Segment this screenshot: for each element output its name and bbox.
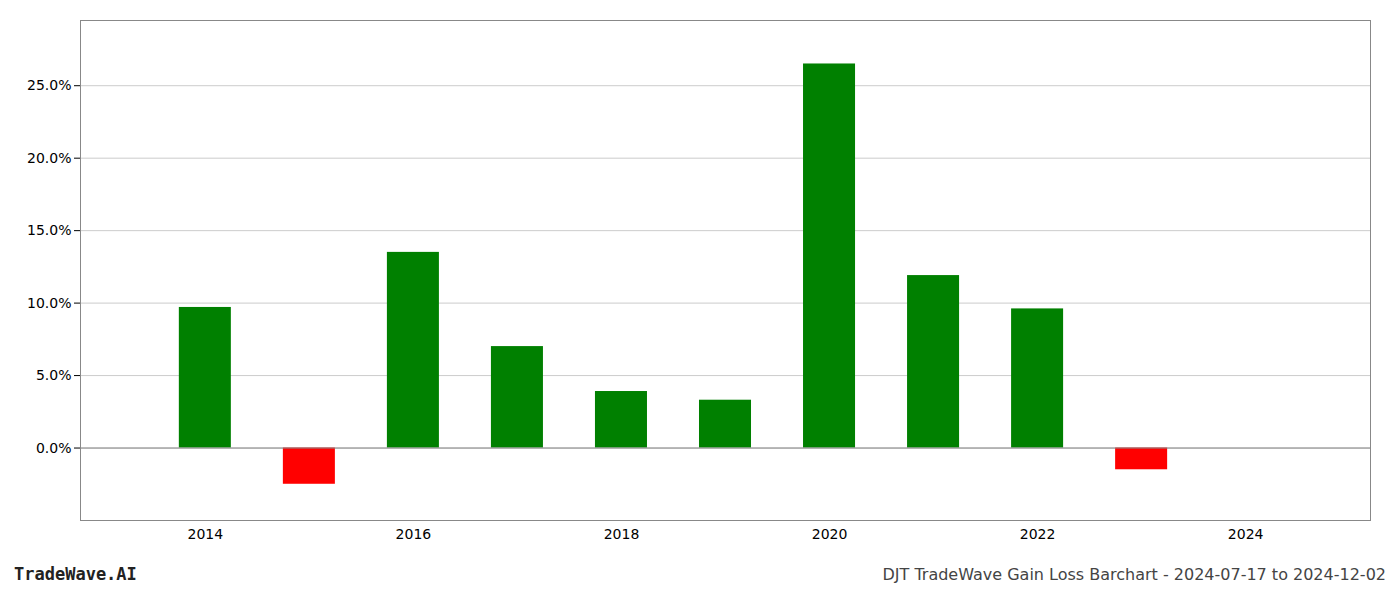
svg-text:10.0%: 10.0% [27, 295, 71, 311]
svg-text:25.0%: 25.0% [27, 77, 71, 93]
svg-text:2018: 2018 [604, 526, 640, 542]
svg-text:2020: 2020 [812, 526, 848, 542]
svg-text:20.0%: 20.0% [27, 150, 71, 166]
html-text:TradeWave.AI: TradeWave.AI [14, 564, 137, 584]
svg-text:2016: 2016 [396, 526, 432, 542]
svg-text:2014: 2014 [188, 526, 224, 542]
html-text:DJT TradeWave Gain Loss Barcha: DJT TradeWave Gain Loss Barchart - 2024-… [882, 565, 1386, 584]
svg-text:5.0%: 5.0% [36, 367, 72, 383]
svg-text:2022: 2022 [1020, 526, 1056, 542]
svg-text:0.0%: 0.0% [36, 440, 72, 456]
svg-text:2024: 2024 [1228, 526, 1264, 542]
svg-text:15.0%: 15.0% [27, 222, 71, 238]
